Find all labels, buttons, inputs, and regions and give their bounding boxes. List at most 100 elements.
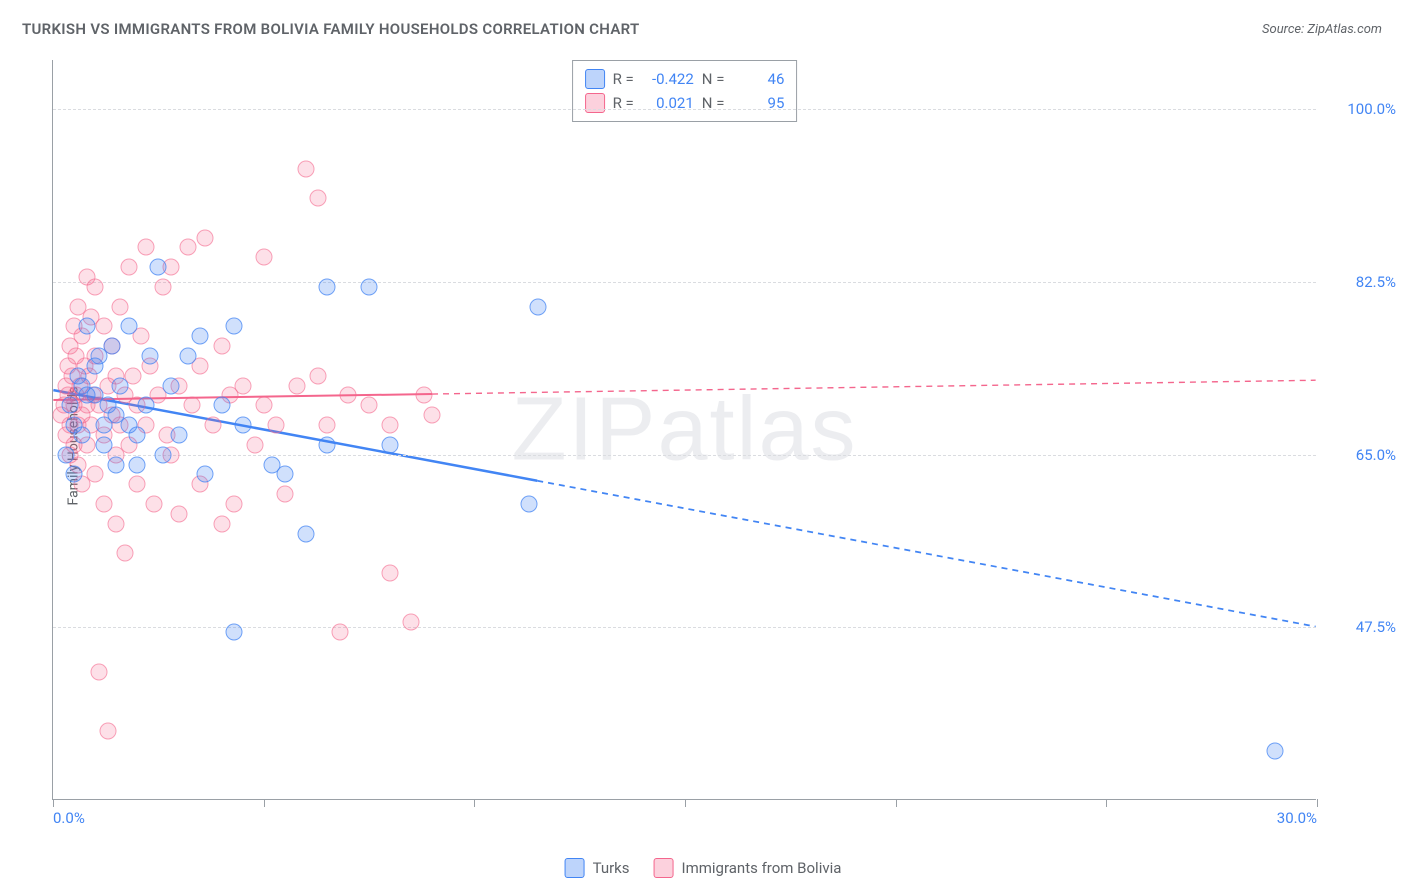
scatter-point xyxy=(184,397,201,414)
scatter-point xyxy=(226,318,243,335)
scatter-point xyxy=(289,377,306,394)
legend-label: Immigrants from Bolivia xyxy=(682,859,842,877)
scatter-point xyxy=(154,446,171,463)
scatter-point xyxy=(112,377,129,394)
gridline xyxy=(53,282,1316,283)
scatter-point xyxy=(57,446,74,463)
gridline xyxy=(53,455,1316,456)
scatter-point xyxy=(1266,742,1283,759)
scatter-point xyxy=(120,259,137,276)
scatter-point xyxy=(361,397,378,414)
correlation-legend: R = -0.422 N = 46 R = 0.021 N = 95 xyxy=(572,60,798,122)
scatter-point xyxy=(103,338,120,355)
scatter-point xyxy=(137,397,154,414)
trendline-dashed xyxy=(432,380,1316,394)
scatter-point xyxy=(108,515,125,532)
swatch-blue xyxy=(585,69,605,89)
n-label: N = xyxy=(702,91,725,115)
scatter-point xyxy=(108,456,125,473)
x-tick xyxy=(474,799,475,807)
scatter-point xyxy=(255,397,272,414)
scatter-point xyxy=(521,496,538,513)
gridline xyxy=(53,627,1316,628)
r-label: R = xyxy=(613,91,634,115)
scatter-point xyxy=(331,624,348,641)
scatter-point xyxy=(297,160,314,177)
scatter-point xyxy=(382,436,399,453)
scatter-point xyxy=(276,466,293,483)
scatter-point xyxy=(382,565,399,582)
x-tick xyxy=(685,799,686,807)
watermark: ZIPatlas xyxy=(511,378,857,481)
plot-area: ZIPatlas R = -0.422 N = 46 R = 0.021 N =… xyxy=(52,60,1316,800)
legend-label: Turks xyxy=(593,859,630,877)
scatter-point xyxy=(196,466,213,483)
scatter-point xyxy=(179,348,196,365)
scatter-point xyxy=(403,614,420,631)
series-legend: Turks Immigrants from Bolivia xyxy=(565,858,842,878)
x-tick xyxy=(1106,799,1107,807)
scatter-point xyxy=(276,486,293,503)
scatter-point xyxy=(196,229,213,246)
y-tick-label: 65.0% xyxy=(1326,446,1396,464)
r-value: 0.021 xyxy=(642,91,694,115)
x-tick xyxy=(896,799,897,807)
n-label: N = xyxy=(702,67,725,91)
scatter-point xyxy=(318,417,335,434)
gridline xyxy=(53,109,1316,110)
scatter-point xyxy=(226,496,243,513)
r-label: R = xyxy=(613,67,634,91)
scatter-point xyxy=(129,456,146,473)
scatter-point xyxy=(415,387,432,404)
r-value: -0.422 xyxy=(642,67,694,91)
legend-item: Turks xyxy=(565,858,630,878)
scatter-point xyxy=(213,397,230,414)
scatter-point xyxy=(141,348,158,365)
scatter-point xyxy=(87,278,104,295)
legend-row: R = -0.422 N = 46 xyxy=(585,67,785,91)
scatter-point xyxy=(162,377,179,394)
scatter-point xyxy=(146,496,163,513)
scatter-point xyxy=(150,259,167,276)
x-tick xyxy=(1317,799,1318,807)
scatter-point xyxy=(234,377,251,394)
x-tick-label: 0.0% xyxy=(53,809,85,827)
scatter-point xyxy=(95,436,112,453)
scatter-point xyxy=(234,417,251,434)
scatter-point xyxy=(66,466,83,483)
scatter-point xyxy=(116,545,133,562)
scatter-point xyxy=(129,476,146,493)
scatter-point xyxy=(310,190,327,207)
y-tick-label: 47.5% xyxy=(1326,618,1396,636)
scatter-point xyxy=(213,338,230,355)
scatter-point xyxy=(129,426,146,443)
scatter-point xyxy=(213,515,230,532)
scatter-point xyxy=(318,436,335,453)
x-tick xyxy=(264,799,265,807)
scatter-point xyxy=(205,417,222,434)
source-label: Source: ZipAtlas.com xyxy=(1262,22,1382,37)
x-tick-label: 30.0% xyxy=(1277,809,1317,827)
scatter-point xyxy=(192,328,209,345)
y-tick-label: 82.5% xyxy=(1326,273,1396,291)
scatter-point xyxy=(297,525,314,542)
chart-container: TURKISH VS IMMIGRANTS FROM BOLIVIA FAMIL… xyxy=(0,0,1406,892)
scatter-point xyxy=(226,624,243,641)
n-value: 46 xyxy=(732,67,784,91)
scatter-point xyxy=(61,397,78,414)
scatter-point xyxy=(99,722,116,739)
swatch-blue xyxy=(565,858,585,878)
scatter-point xyxy=(361,278,378,295)
legend-item: Immigrants from Bolivia xyxy=(654,858,842,878)
scatter-point xyxy=(87,466,104,483)
swatch-pink xyxy=(654,858,674,878)
x-tick xyxy=(53,799,54,807)
chart-title: TURKISH VS IMMIGRANTS FROM BOLIVIA FAMIL… xyxy=(22,20,640,38)
n-value: 95 xyxy=(732,91,784,115)
scatter-point xyxy=(171,505,188,522)
scatter-point xyxy=(74,426,91,443)
scatter-point xyxy=(529,298,546,315)
scatter-point xyxy=(247,436,264,453)
scatter-point xyxy=(382,417,399,434)
trendline-dashed xyxy=(537,481,1315,627)
